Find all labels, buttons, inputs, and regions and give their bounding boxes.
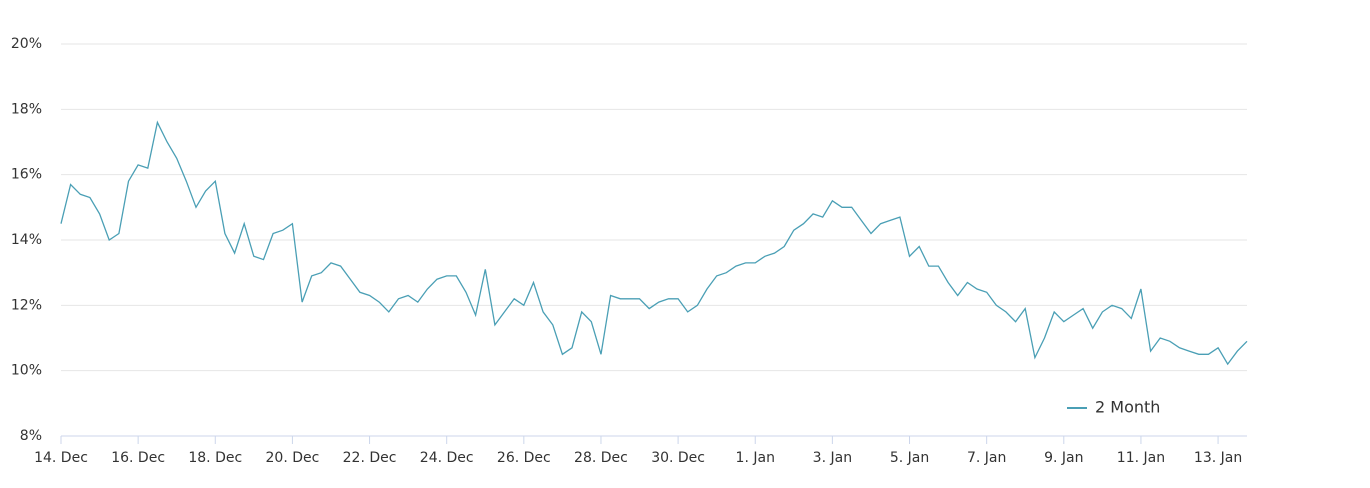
y-tick-label: 16% <box>11 167 42 183</box>
y-tick-label: 10% <box>11 363 42 379</box>
x-tick-label: 16. Dec <box>111 450 165 466</box>
x-tick-label: 22. Dec <box>343 450 397 466</box>
x-tick-label: 18. Dec <box>188 450 242 466</box>
x-tick-label: 14. Dec <box>34 450 88 466</box>
x-tick-label: 30. Dec <box>651 450 705 466</box>
y-tick-label: 18% <box>11 101 42 117</box>
x-tick-label: 1. Jan <box>736 450 775 466</box>
y-tick-label: 14% <box>11 232 42 248</box>
x-tick-label: 26. Dec <box>497 450 551 466</box>
legend-label: 2 Month <box>1095 398 1160 417</box>
x-tick-label: 13. Jan <box>1194 450 1242 466</box>
x-tick-label: 24. Dec <box>420 450 474 466</box>
x-tick-label: 3. Jan <box>813 450 852 466</box>
x-tick-label: 5. Jan <box>890 450 929 466</box>
x-tick-label: 7. Jan <box>967 450 1006 466</box>
y-tick-label: 12% <box>11 297 42 313</box>
x-tick-label: 28. Dec <box>574 450 628 466</box>
x-tick-label: 11. Jan <box>1117 450 1165 466</box>
y-tick-label: 20% <box>11 36 42 52</box>
x-tick-label: 9. Jan <box>1044 450 1083 466</box>
y-tick-label: 8% <box>20 428 42 444</box>
x-tick-label: 20. Dec <box>266 450 320 466</box>
line <box>60 120 1248 366</box>
